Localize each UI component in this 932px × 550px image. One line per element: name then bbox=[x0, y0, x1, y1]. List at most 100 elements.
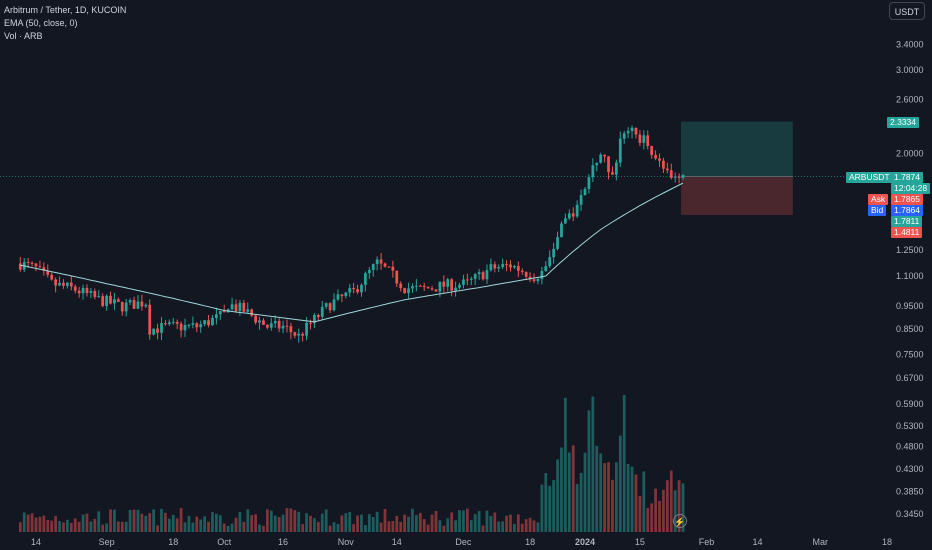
volume-bar bbox=[124, 521, 128, 532]
volume-bar bbox=[505, 515, 508, 532]
last-price-tag: 1.7874 bbox=[891, 172, 923, 183]
candle-body bbox=[669, 170, 673, 178]
candle-body bbox=[301, 333, 305, 336]
volume-bar bbox=[281, 514, 285, 532]
price-axis-label: 2.6000 bbox=[896, 94, 924, 104]
candle-body bbox=[438, 281, 442, 292]
volume-bar bbox=[591, 396, 595, 532]
candle-body bbox=[505, 264, 508, 266]
volume-bar bbox=[434, 510, 438, 532]
volume-bar bbox=[528, 517, 532, 532]
volume-bar bbox=[58, 521, 61, 532]
time-axis-label: 14 bbox=[31, 537, 41, 547]
candle-body bbox=[222, 311, 226, 313]
volume-bar bbox=[579, 472, 583, 532]
volume-bar bbox=[18, 522, 22, 532]
lightning-icon[interactable]: ⚡ bbox=[673, 514, 687, 528]
candle-body bbox=[18, 263, 22, 270]
candle-body bbox=[571, 213, 575, 217]
volume-bar bbox=[140, 513, 144, 532]
volume-bar bbox=[152, 509, 156, 532]
volume-bar bbox=[583, 452, 587, 532]
volume-bar bbox=[532, 520, 536, 532]
volume-bar bbox=[340, 515, 344, 532]
candle-body bbox=[105, 295, 108, 307]
candle-body bbox=[524, 271, 528, 277]
candle-body bbox=[73, 286, 77, 291]
candle-body bbox=[65, 282, 69, 286]
volume-bar bbox=[360, 514, 363, 532]
symbol-title[interactable]: Arbitrum / Tether, 1D, KUCOIN bbox=[4, 5, 127, 15]
candle-body bbox=[218, 311, 222, 315]
candle-body bbox=[179, 323, 183, 331]
candle-body bbox=[532, 279, 536, 282]
volume-bar bbox=[426, 524, 430, 532]
candle-body bbox=[316, 315, 320, 317]
candle-body bbox=[85, 287, 89, 293]
volume-bar bbox=[462, 510, 465, 532]
volume-bar bbox=[175, 518, 179, 532]
candle-body bbox=[391, 266, 395, 271]
candle-body bbox=[371, 264, 375, 271]
candle-body bbox=[493, 264, 497, 269]
price-axis-label: 0.8500 bbox=[896, 324, 924, 334]
volume-bar bbox=[575, 484, 579, 532]
volume-bar bbox=[171, 514, 175, 532]
candle-body bbox=[156, 328, 159, 333]
volume-bar bbox=[501, 521, 505, 532]
volume-bar bbox=[673, 490, 677, 532]
volume-bar bbox=[246, 509, 250, 532]
currency-button[interactable]: USDT bbox=[889, 2, 925, 20]
candle-body bbox=[167, 322, 171, 325]
candle-body bbox=[564, 218, 567, 224]
candle-body bbox=[203, 320, 206, 325]
target-price-tag: 2.3334 bbox=[887, 117, 919, 128]
volume-bar bbox=[371, 516, 375, 532]
profit-zone bbox=[681, 121, 793, 177]
volume-bar bbox=[222, 523, 226, 532]
time-axis-label: 14 bbox=[753, 537, 763, 547]
volume-bar bbox=[218, 515, 222, 532]
volume-bar bbox=[211, 512, 214, 532]
volume-bar bbox=[120, 521, 124, 532]
volume-bar bbox=[622, 395, 626, 532]
volume-bar bbox=[681, 483, 685, 532]
candle-body bbox=[281, 325, 285, 329]
volume-bar bbox=[375, 511, 379, 532]
candle-body bbox=[336, 294, 340, 300]
volume-bar bbox=[179, 508, 183, 532]
volume-bar bbox=[458, 510, 461, 532]
price-axis-label: 3.0000 bbox=[896, 65, 924, 75]
candle-body bbox=[497, 267, 501, 269]
time-axis-label: 15 bbox=[635, 537, 645, 547]
volume-bar bbox=[38, 516, 42, 532]
candle-body bbox=[681, 174, 685, 178]
candle-body bbox=[418, 285, 422, 287]
low-price-tag: 1.7811 bbox=[891, 216, 923, 227]
volume-bar bbox=[540, 484, 544, 532]
candle-body bbox=[313, 315, 316, 324]
candle-body bbox=[116, 299, 120, 302]
price-axis-label: 1.2500 bbox=[896, 245, 924, 255]
volume-bar bbox=[293, 510, 297, 532]
volume-bar bbox=[364, 525, 367, 532]
volume-bar bbox=[136, 509, 140, 532]
candle-body bbox=[50, 274, 54, 280]
volume-bar bbox=[411, 508, 414, 532]
volume-bar bbox=[599, 453, 603, 532]
volume-bar bbox=[42, 515, 46, 532]
volume-bar bbox=[215, 513, 218, 532]
volume-indicator-label[interactable]: Vol · ARB bbox=[4, 31, 43, 41]
volume-bar bbox=[348, 512, 352, 532]
candle-body bbox=[665, 168, 669, 171]
volume-bar bbox=[85, 513, 89, 532]
candle-body bbox=[175, 321, 179, 324]
candle-body bbox=[430, 288, 434, 290]
volume-bar bbox=[105, 523, 108, 532]
volume-bar bbox=[465, 508, 469, 532]
ema-indicator-label[interactable]: EMA (50, close, 0) bbox=[4, 18, 78, 28]
volume-bar bbox=[199, 519, 203, 532]
candle-body bbox=[434, 289, 438, 292]
volume-bar bbox=[552, 480, 556, 532]
